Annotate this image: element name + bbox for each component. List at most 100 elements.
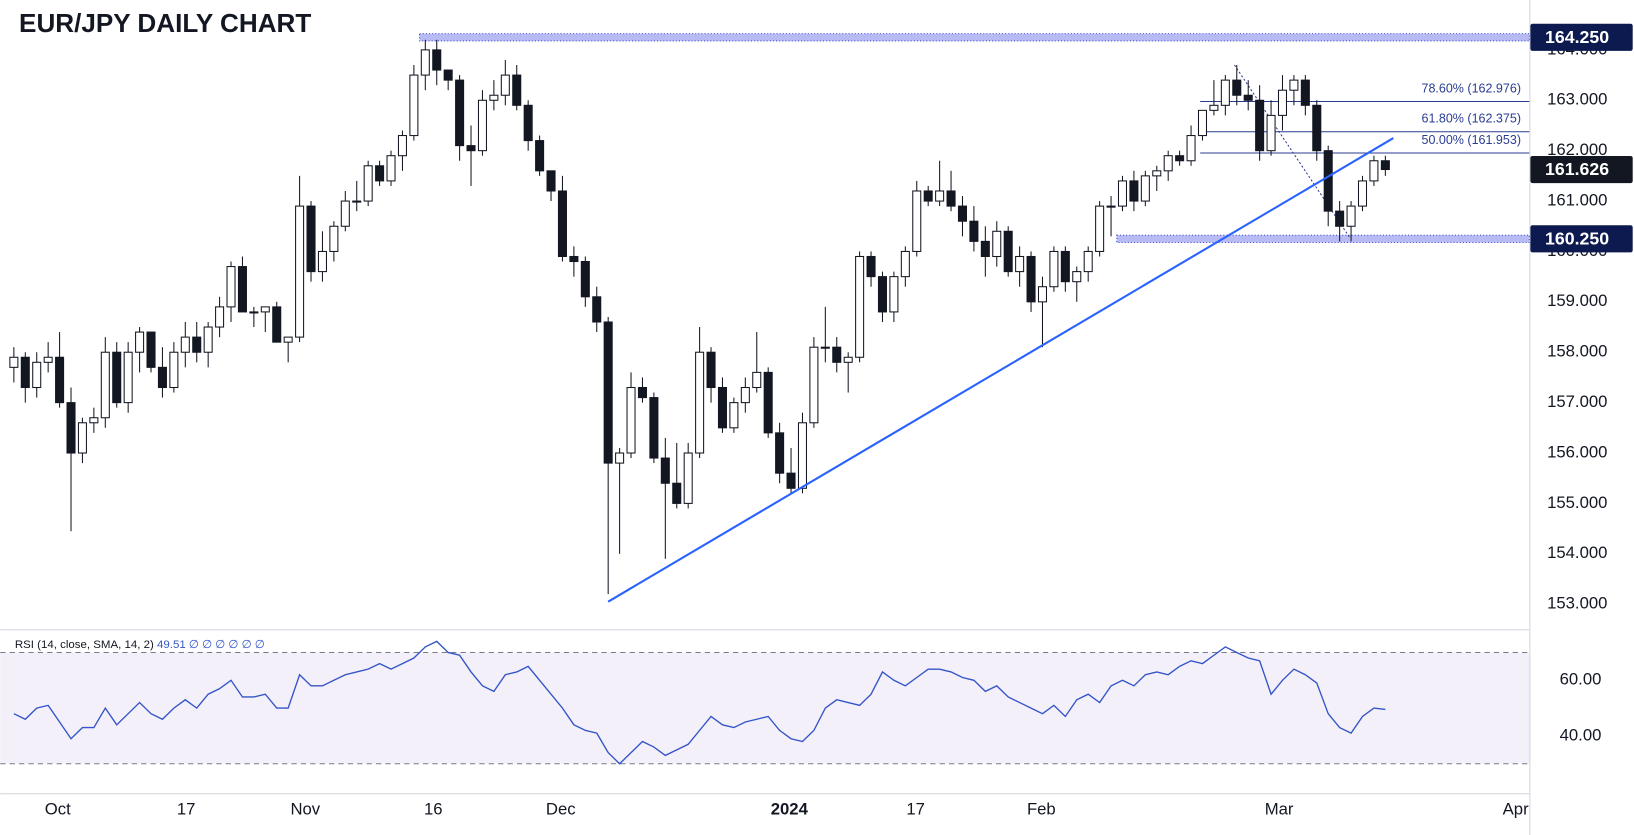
candle-body [466, 145, 476, 152]
fib-label: 78.60% (162.976) [1421, 81, 1521, 95]
y-tick-label: 161.000 [1547, 190, 1607, 209]
candle-body [866, 255, 876, 278]
candle-body [1220, 79, 1230, 106]
candle-body [717, 386, 727, 429]
x-tick-label: Dec [546, 799, 576, 818]
candle-body [832, 346, 842, 363]
trendline [607, 137, 1394, 603]
candle-body [992, 230, 1002, 258]
candle-body [1026, 255, 1036, 303]
candle-body [672, 482, 682, 504]
x-tick-label: Nov [290, 799, 320, 818]
candle-body [432, 49, 442, 71]
candle-body [477, 99, 487, 152]
y-tick-label: 157.000 [1547, 392, 1607, 411]
candle-body [1277, 89, 1288, 116]
rsi-tick-label: 60.00 [1560, 670, 1602, 689]
candle-body [329, 225, 339, 252]
fib-label: 50.00% (161.953) [1421, 133, 1521, 147]
y-tick-label: 156.000 [1547, 442, 1607, 461]
candle-body [1015, 255, 1025, 273]
candle-body [340, 200, 350, 227]
candle-body [77, 422, 87, 454]
candle-body [1232, 79, 1242, 96]
level-zone [419, 33, 1530, 42]
price-label-box [1530, 225, 1633, 253]
candle-body [660, 457, 670, 484]
candle-body [260, 306, 270, 313]
candle-body [957, 205, 968, 222]
candle-body [1117, 180, 1128, 207]
y-tick-label: 159.000 [1547, 291, 1607, 310]
candle-body [272, 306, 282, 343]
candle-body [283, 336, 293, 343]
candle-body [1049, 250, 1059, 288]
candle-body [1186, 135, 1196, 162]
candle-body [146, 331, 156, 368]
candle-body [1289, 79, 1299, 91]
candle-body [523, 104, 533, 142]
candle-body [89, 417, 99, 424]
candle-body [215, 306, 225, 328]
candle-body [740, 386, 750, 404]
candle-body [1323, 150, 1333, 212]
candle-body [397, 135, 407, 157]
candle-body [1380, 160, 1390, 171]
candle-body [9, 356, 19, 368]
candle-body [32, 361, 42, 389]
candle-body [980, 240, 990, 258]
candle-body [317, 250, 327, 273]
candle-body [695, 351, 705, 454]
candle-body [112, 351, 122, 404]
candle-body [1060, 250, 1070, 283]
candle-body [55, 356, 65, 404]
candle-body [1175, 155, 1185, 162]
candle-body [443, 69, 453, 81]
candle-body [535, 140, 545, 172]
candle-body [203, 326, 213, 353]
candle-body [592, 296, 602, 323]
candle-body [1095, 205, 1105, 252]
candle-body [512, 74, 522, 106]
candle-body [1243, 94, 1253, 101]
candle-body [969, 220, 979, 242]
candle-body [855, 255, 865, 358]
candle-body [386, 155, 396, 182]
candle-body [1140, 175, 1150, 202]
candle-body [295, 205, 305, 338]
candle-body [1209, 104, 1219, 111]
candle-body [409, 74, 419, 137]
x-tick-label: 17 [177, 799, 196, 818]
y-tick-label: 154.000 [1547, 543, 1607, 562]
price-label-box [1530, 23, 1633, 51]
rsi-legend-extra: ∅ ∅ ∅ ∅ ∅ ∅ [189, 639, 265, 651]
candle-body [1300, 79, 1310, 106]
plot-layer: 153.000 154.000 155.000 156.000 157.000 158.0… [0, 23, 1633, 818]
x-tick-label: 17 [906, 799, 925, 818]
candle-body [1152, 170, 1162, 177]
candle-body [363, 165, 373, 202]
candle-body [843, 356, 853, 363]
candle-body [1266, 114, 1276, 152]
candle-body [249, 311, 259, 314]
candle-body [809, 346, 819, 424]
candle-body [1083, 250, 1093, 273]
y-tick-label: 163.000 [1547, 90, 1607, 109]
candle-body [375, 165, 385, 182]
candle-body [157, 366, 167, 389]
rsi-line [13, 640, 1386, 765]
candle-body [752, 371, 762, 389]
candle-body [603, 321, 613, 464]
candle-body [169, 351, 179, 389]
candle-body [20, 356, 30, 389]
candle-body [889, 276, 899, 313]
rsi-tick-label: 40.00 [1560, 725, 1602, 744]
candle-body [1163, 155, 1173, 172]
rsi-legend: RSI (14, close, SMA, 14, 2) 49.51 ∅ ∅ ∅ … [15, 639, 265, 651]
last-price-label: 161.626 [1545, 159, 1609, 179]
candle-body [923, 190, 933, 202]
candle-body [500, 74, 510, 96]
candle-body [43, 356, 53, 363]
candle-body [180, 336, 190, 353]
